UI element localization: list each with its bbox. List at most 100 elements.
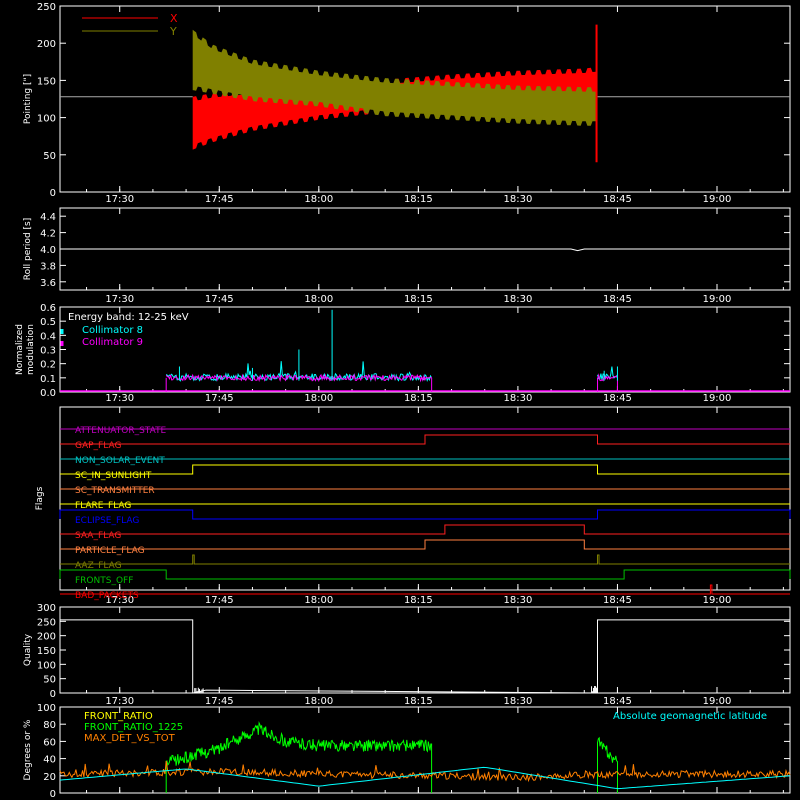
panel-0-frame <box>59 5 791 193</box>
flag-line-sc-in-sunlight <box>60 464 790 475</box>
legend-label-x: X <box>170 12 178 25</box>
front-ratio-1225-line <box>597 736 618 793</box>
y-tick-label: 0.2 <box>40 360 56 371</box>
y-tick-label: 0.5 <box>40 317 56 328</box>
y-tick-label: 150 <box>37 646 56 657</box>
flag-line-saa-flag <box>60 524 790 535</box>
x-tick-label: 18:15 <box>404 393 433 404</box>
x-tick-label: 17:30 <box>105 696 134 707</box>
flag-label-sc-transmitter: SC_TRANSMITTER <box>75 486 155 496</box>
x-tick-label: 17:30 <box>105 595 134 606</box>
flag-line-gap-flag <box>60 434 790 445</box>
flag-line-particle-flag <box>60 539 790 550</box>
y-tick-label: 80 <box>43 720 56 731</box>
y-axis-label: Roll period [s] <box>23 218 33 280</box>
x-tick-label: 18:30 <box>503 595 532 606</box>
x-tick-label: 17:45 <box>205 696 234 707</box>
flag-label-particle-flag: PARTICLE_FLAG <box>75 546 145 556</box>
legend-label-y: Y <box>169 25 177 38</box>
y-tick-label: 250 <box>37 617 56 628</box>
flag-label-aaz-flag: AAZ_FLAG <box>75 561 122 571</box>
y-axis-label: Degrees or % <box>23 719 33 780</box>
y-tick-label: 20 <box>43 772 56 783</box>
y-tick-label: 150 <box>37 76 56 87</box>
x-tick-label: 18:15 <box>404 696 433 707</box>
panel-3-frame <box>59 406 791 591</box>
collimator-8-line <box>597 366 618 381</box>
y-tick-label: 300 <box>37 603 56 614</box>
x-tick-label: 19:00 <box>703 696 732 707</box>
x-tick-label: 18:45 <box>603 393 632 404</box>
y-tick-label: 60 <box>43 737 56 748</box>
flag-label-non-solar-event: NON_SOLAR_EVENT <box>75 456 165 466</box>
x-tick-label: 18:00 <box>304 294 333 305</box>
legend-front-ratio-1225: FRONT_RATIO_1225 <box>84 722 183 733</box>
y-tick-label: 0.0 <box>40 388 56 399</box>
y-tick-label: 0 <box>50 689 56 700</box>
x-tick-label: 19:00 <box>703 294 732 305</box>
y-tick-label: 3.8 <box>40 261 56 272</box>
x-tick-label: 18:30 <box>503 393 532 404</box>
y-axis-label: Pointing ["] <box>23 74 33 124</box>
y-tick-label: 0 <box>50 188 56 199</box>
x-tick-label: 17:45 <box>205 294 234 305</box>
x-tick-label: 18:45 <box>603 595 632 606</box>
quality-line <box>60 619 790 694</box>
y-tick-label: 50 <box>43 151 56 162</box>
legend-front-ratio: FRONT_RATIO <box>84 711 153 722</box>
x-tick-label: 18:15 <box>404 294 433 305</box>
y-tick-label: 0.3 <box>40 346 56 357</box>
y-tick-label: 50 <box>43 675 56 686</box>
x-tick-label: 17:45 <box>205 595 234 606</box>
y-tick-label: 3.6 <box>40 278 56 289</box>
x-tick-label: 18:30 <box>503 194 532 205</box>
flag-line-bad-packets <box>60 584 790 595</box>
legend-collimator-8: Collimator 8 <box>82 325 143 336</box>
x-tick-label: 17:30 <box>105 294 134 305</box>
y-tick-label: 200 <box>37 39 56 50</box>
y-axis-label: modulation <box>26 324 36 375</box>
flag-label-fronts-off: FRONTS_OFF <box>75 576 133 586</box>
flag-label-saa-flag: SAA_FLAG <box>75 531 121 541</box>
flag-label-attenuator-state: ATTENUATOR_STATE <box>75 426 167 436</box>
front-ratio-1225-line <box>165 721 433 793</box>
y-axis-label: Quality <box>23 633 33 666</box>
geomagnetic-latitude-line <box>59 766 791 790</box>
flag-label-sc-in-sunlight: SC_IN_SUNLIGHT <box>75 471 152 481</box>
x-tick-label: 18:00 <box>304 393 333 404</box>
x-tick-label: 18:45 <box>603 294 632 305</box>
x-tick-label: 17:45 <box>205 194 234 205</box>
y-axis-label: Flags <box>35 486 45 510</box>
x-tick-label: 18:00 <box>304 194 333 205</box>
flag-label-bad-packets: BAD_PACKETS <box>75 591 139 601</box>
y-tick-label: 100 <box>37 660 56 671</box>
y-tick-label: 0.1 <box>40 374 56 385</box>
x-tick-label: 18:45 <box>603 696 632 707</box>
flag-label-eclipse-flag: ECLIPSE_FLAG <box>75 516 139 526</box>
panel-5-frame <box>59 706 791 794</box>
y-tick-label: 0 <box>50 789 56 800</box>
x-tick-label: 18:30 <box>503 696 532 707</box>
roll-period-line <box>60 248 790 252</box>
max-det-vs-tot-line <box>59 760 791 783</box>
x-tick-label: 19:00 <box>703 393 732 404</box>
x-tick-label: 18:30 <box>503 294 532 305</box>
x-tick-label: 18:15 <box>404 194 433 205</box>
x-tick-label: 18:00 <box>304 696 333 707</box>
y-tick-label: 4.0 <box>40 245 56 256</box>
y-tick-label: 100 <box>37 703 56 714</box>
x-tick-label: 18:15 <box>404 595 433 606</box>
y-tick-label: 100 <box>37 114 56 125</box>
flag-line-fronts-off <box>59 569 791 580</box>
y-tick-label: 4.2 <box>40 229 56 240</box>
y-axis-label: Normalized <box>15 324 25 375</box>
y-tick-label: 40 <box>43 755 56 766</box>
legend-energy-band: Energy band: 12-25 keV <box>68 312 189 323</box>
x-tick-label: 18:00 <box>304 595 333 606</box>
x-tick-label: 17:30 <box>105 393 134 404</box>
flag-line-eclipse-flag <box>59 509 791 520</box>
flag-label-flare-flag: FLARE_FLAG <box>75 501 131 511</box>
y-tick-label: 0.4 <box>40 331 56 342</box>
collimator-9-line <box>597 373 618 382</box>
x-tick-label: 17:30 <box>105 194 134 205</box>
